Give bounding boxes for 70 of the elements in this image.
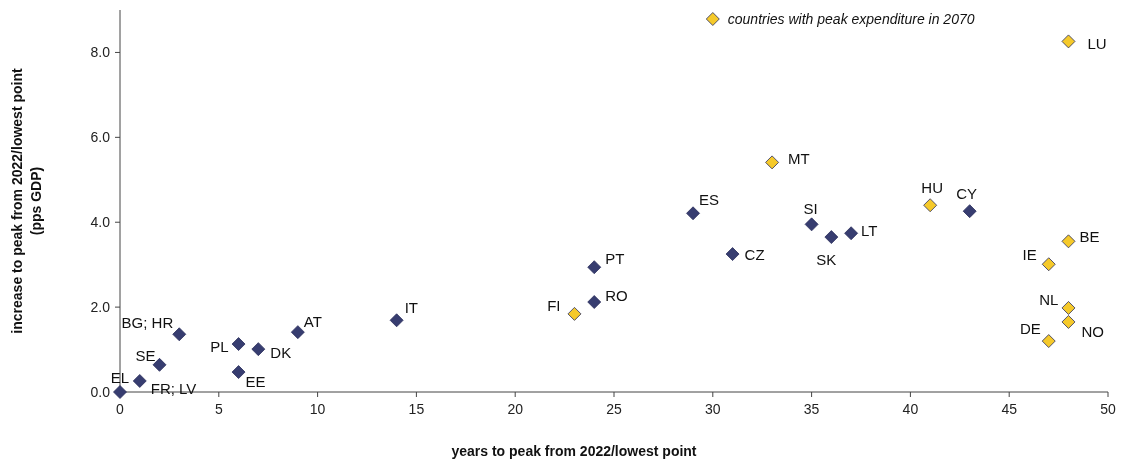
annotation: NO [1081, 323, 1104, 341]
x-tick-label: 20 [507, 401, 524, 417]
annotation: SE [135, 347, 156, 365]
annotation: ES [699, 190, 720, 208]
annotation: PT [605, 250, 625, 268]
x-tick-label: 35 [803, 401, 820, 417]
point [725, 247, 740, 261]
annotation: BG; HR [121, 313, 174, 331]
point [844, 226, 859, 241]
point [686, 206, 700, 221]
annotation: PL [210, 338, 229, 356]
point [765, 155, 779, 170]
annotation: NL [1039, 291, 1059, 309]
annotation: BE [1079, 227, 1100, 245]
x-axis-title: years to peak from 2022/lowest point [451, 443, 697, 459]
point [824, 230, 839, 244]
x-tick-label: 50 [1100, 401, 1116, 417]
x-tick-label: 25 [606, 401, 622, 417]
annotation: FR; LV [150, 380, 197, 398]
annotation: LT [861, 221, 878, 239]
y-tick-label: 8.0 [90, 44, 111, 61]
point [587, 260, 602, 275]
legend-label: countries with peak expenditure in 2070 [727, 10, 975, 27]
annotation: CY [956, 185, 978, 203]
point [587, 295, 602, 309]
annotation: DK [270, 344, 292, 362]
point [231, 365, 246, 379]
point [290, 325, 305, 340]
point [1041, 257, 1056, 272]
annotation: IE [1022, 246, 1037, 264]
x-tick-label: 5 [214, 401, 223, 417]
x-tick-label: 10 [309, 401, 326, 417]
point [1061, 234, 1076, 249]
point [132, 374, 147, 388]
annotation: RO [605, 287, 628, 305]
annotation: EE [245, 373, 266, 391]
annotation: MT [788, 149, 810, 167]
annotation: AT [303, 313, 322, 331]
x-tick-label: 0 [116, 401, 125, 417]
annotation: FI [547, 297, 561, 315]
point [923, 198, 938, 213]
annotation: CZ [744, 246, 765, 264]
annotation: SK [816, 251, 837, 269]
annotation: IT [404, 298, 418, 316]
point [1041, 334, 1056, 348]
y-tick-label: 2.0 [90, 299, 111, 316]
annotation: DE [1019, 320, 1041, 338]
point [1061, 315, 1076, 329]
x-tick-label: 30 [705, 401, 721, 417]
x-tick-label: 45 [1001, 401, 1018, 417]
y-tick-label: 0.0 [90, 383, 111, 400]
point [567, 307, 582, 321]
annotation: HU [921, 179, 943, 197]
annotation: LU [1087, 34, 1107, 52]
point [251, 342, 266, 357]
y-axis-title: increase to peak from 2022/lowest point (pps GDP) [9, 68, 44, 334]
x-tick-label: 40 [902, 401, 919, 417]
y-tick-label: 6.0 [90, 129, 111, 146]
y-tick-label: 4.0 [90, 214, 111, 231]
point [389, 313, 404, 328]
point [231, 337, 246, 351]
point [1061, 301, 1076, 315]
point [1061, 34, 1076, 49]
point [113, 385, 127, 399]
point [804, 217, 819, 232]
point [962, 204, 977, 219]
annotation: SI [803, 199, 818, 217]
annotation: EL [110, 369, 130, 387]
x-tick-label: 15 [408, 401, 425, 417]
point [172, 327, 187, 342]
